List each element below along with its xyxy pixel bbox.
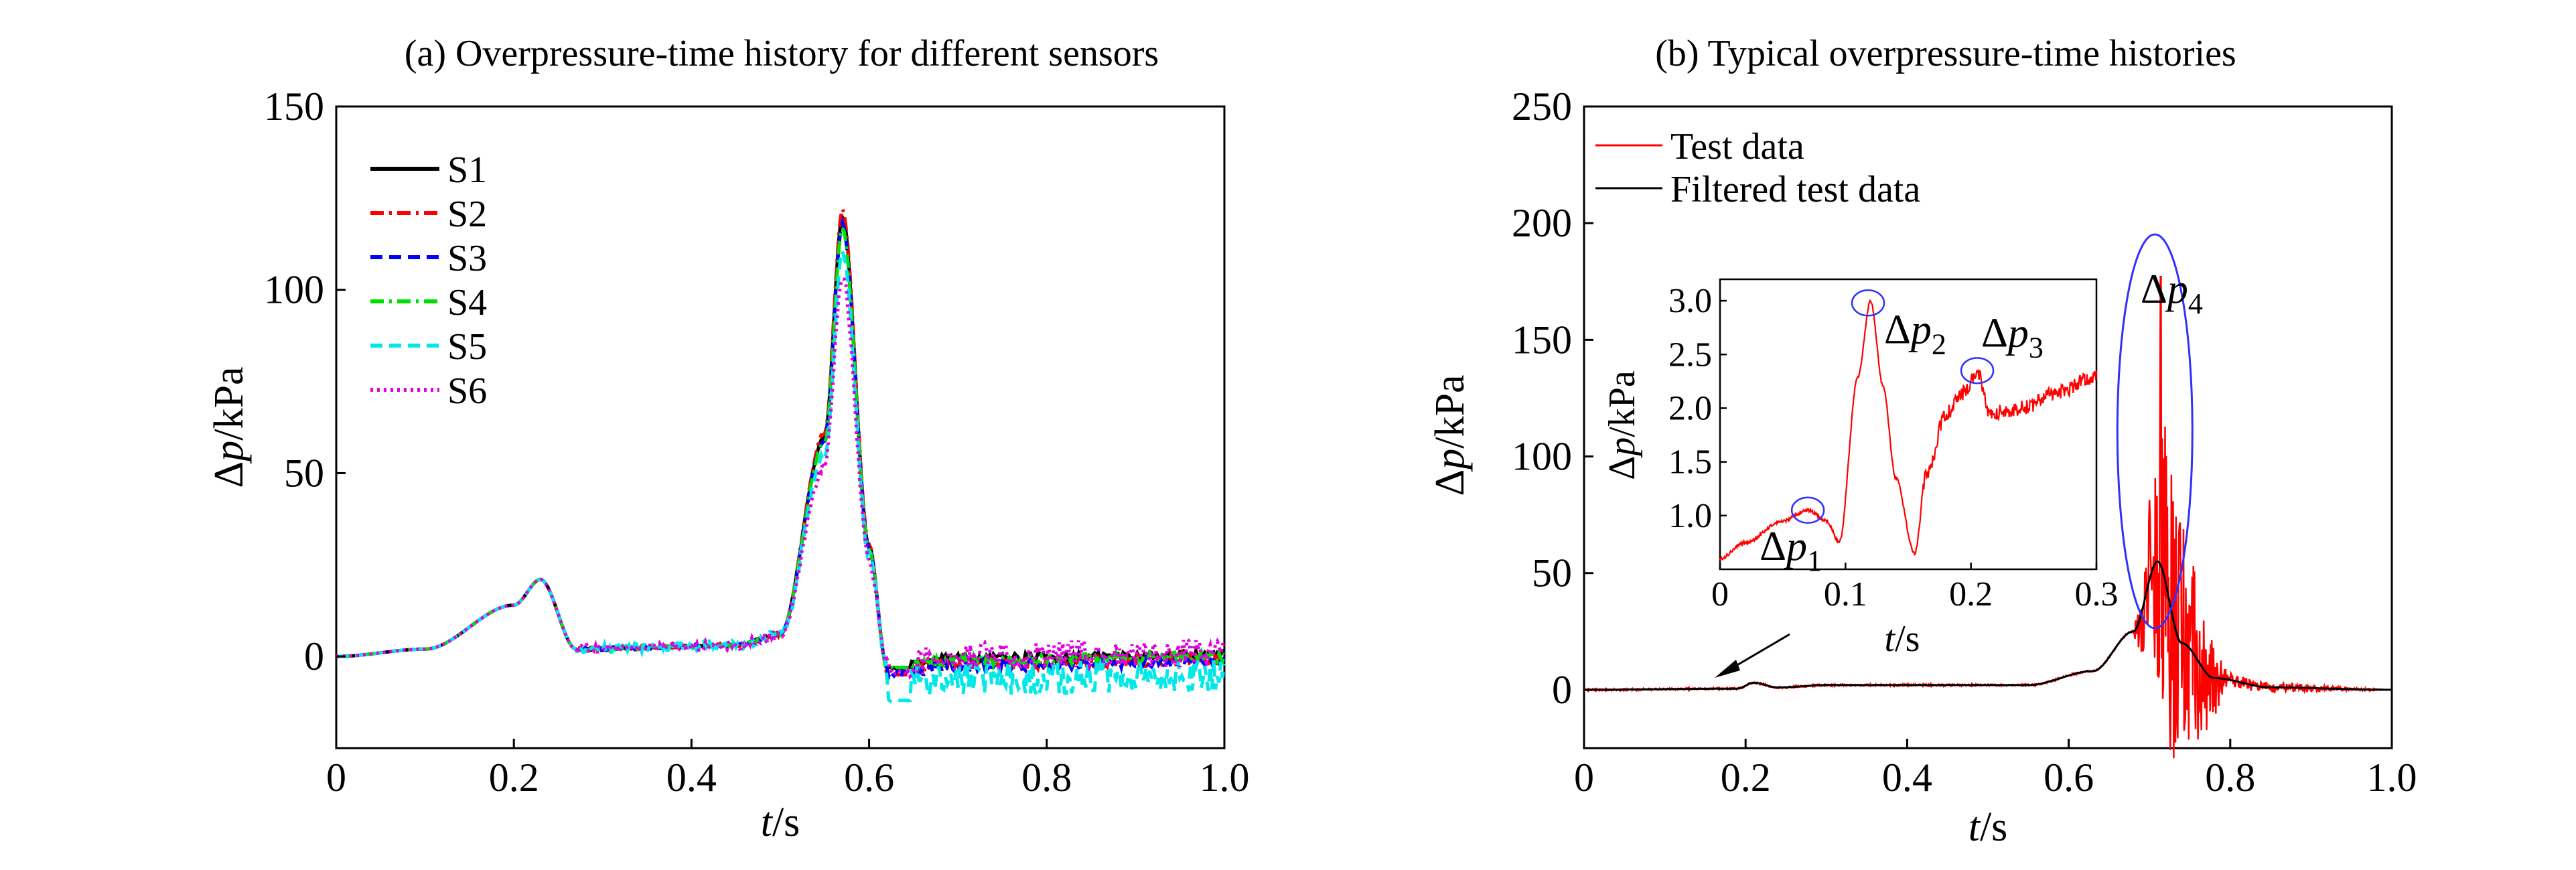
inset-series-line bbox=[1719, 299, 2098, 561]
inset-peak-circle-marker bbox=[1790, 496, 1825, 524]
inset-y-axis-label: Δp/kPa bbox=[1601, 370, 1643, 480]
inset-x-axis-label: t/s bbox=[1885, 618, 1920, 660]
x-tick-label: 0.6 bbox=[844, 755, 894, 800]
series-line-s5 bbox=[336, 245, 1226, 703]
x-tick-label: 0.4 bbox=[666, 755, 717, 800]
chart-a-y-ticks: 0 50 100 150 bbox=[264, 84, 346, 678]
chart-b-inset: 0 0.1 0.2 0.3 1.0 1.5 2.0 2.5 3.0 Δp1 Δp2 Δp3 t/s… bbox=[1601, 278, 2119, 660]
chart-a-x-ticks: 0 0.2 0.4 0.6 0.8 1.0 bbox=[326, 739, 1250, 800]
y-tick-label: 50 bbox=[1532, 551, 1572, 595]
y-tick-label: 0 bbox=[1552, 668, 1572, 712]
x-tick-label: 0 bbox=[326, 755, 346, 800]
chart-a-title: (a) Overpressure-time history for differ… bbox=[405, 33, 1159, 74]
legend-label: Test data bbox=[1670, 126, 1804, 167]
chart-a-y-axis-label: Δp/kPa bbox=[206, 366, 252, 488]
chart-b-y-axis-label: Δp/kPa bbox=[1427, 374, 1473, 496]
chart-a: (a) Overpressure-time history for differ… bbox=[206, 33, 1250, 845]
chart-b-x-ticks: 0 0.2 0.4 0.6 0.8 1.0 bbox=[1574, 739, 2417, 800]
inset-pointer-arrow-head bbox=[1715, 660, 1740, 678]
y-tick-label: 250 bbox=[1512, 84, 1572, 129]
chart-b-title: (b) Typical overpressure-time histories bbox=[1655, 33, 2236, 74]
legend-label: S4 bbox=[447, 282, 487, 323]
chart-b-y-ticks: 0 50 100 150 200 250 bbox=[1512, 84, 1593, 712]
chart-a-x-axis-label: t/s bbox=[761, 800, 800, 845]
x-tick-label: 0.8 bbox=[2205, 755, 2255, 800]
inset-series-group bbox=[1719, 299, 2098, 561]
x-tick-label: 1.0 bbox=[2367, 755, 2417, 800]
inset-peak-circle-marker bbox=[1851, 289, 1885, 317]
inset-peak-label: Δp3 bbox=[1981, 310, 2044, 364]
chart-a-series-group bbox=[336, 203, 1226, 703]
x-tick-label: 0.4 bbox=[1882, 755, 1932, 800]
x-tick-label: 0 bbox=[1574, 755, 1594, 800]
inset-y-tick-label: 2.0 bbox=[1668, 389, 1712, 427]
inset-x-tick-label: 0.3 bbox=[2075, 575, 2119, 613]
inset-y-tick-label: 1.5 bbox=[1668, 443, 1712, 482]
x-tick-label: 1.0 bbox=[1200, 755, 1250, 800]
inset-peak-label: Δp2 bbox=[1884, 307, 1946, 360]
x-tick-label: 0.6 bbox=[2044, 755, 2094, 800]
y-tick-label: 100 bbox=[1512, 435, 1572, 479]
legend-label: S2 bbox=[447, 194, 487, 235]
series-line-s4 bbox=[336, 223, 1226, 674]
y-tick-label: 150 bbox=[264, 84, 324, 129]
annotation-dp4: Δp4 bbox=[2141, 267, 2203, 320]
y-tick-label: 100 bbox=[264, 268, 324, 312]
chart-b-plot-frame bbox=[1583, 105, 2393, 749]
y-tick-label: 50 bbox=[284, 451, 324, 495]
inset-peak-label: Δp1 bbox=[1760, 524, 1822, 577]
peak-ellipse-marker bbox=[2116, 233, 2194, 630]
inset-y-tick-label: 2.5 bbox=[1668, 336, 1712, 374]
legend-label: Filtered test data bbox=[1670, 169, 1920, 210]
inset-x-tick-label: 0.1 bbox=[1824, 575, 1867, 613]
x-tick-label: 0.2 bbox=[489, 755, 539, 800]
inset-markers: Δp1 Δp2 Δp3 bbox=[1760, 289, 2044, 577]
x-tick-label: 0.8 bbox=[1021, 755, 1072, 800]
inset-x-tick-label: 0.2 bbox=[1949, 575, 1993, 613]
inset-y-tick-label: 3.0 bbox=[1668, 282, 1712, 320]
legend-label: S5 bbox=[447, 326, 487, 368]
chart-b: (b) Typical overpressure-time histories … bbox=[1427, 33, 2417, 850]
series-line-filtered-test-data bbox=[1584, 560, 2392, 691]
chart-b-series-group bbox=[1583, 276, 2392, 759]
inset-pointer-arrow-line bbox=[1727, 633, 1790, 672]
inset-peak-circle-marker bbox=[1960, 357, 1995, 384]
chart-a-plot-frame bbox=[335, 105, 1226, 749]
legend-label: S1 bbox=[447, 149, 487, 191]
inset-y-ticks: 1.0 1.5 2.0 2.5 3.0 bbox=[1668, 282, 1727, 535]
y-tick-label: 200 bbox=[1512, 201, 1572, 245]
legend-label: S6 bbox=[447, 370, 487, 412]
inset-x-tick-label: 0 bbox=[1711, 575, 1729, 613]
x-tick-label: 0.2 bbox=[1721, 755, 1771, 800]
inset-y-tick-label: 1.0 bbox=[1668, 497, 1712, 535]
y-tick-label: 0 bbox=[304, 634, 324, 678]
chart-b-annotations: Δp4 bbox=[1715, 233, 2203, 678]
inset-x-ticks: 0 0.1 0.2 0.3 bbox=[1711, 563, 2119, 613]
y-tick-label: 150 bbox=[1512, 317, 1572, 362]
chart-b-x-axis-label: t/s bbox=[1969, 804, 2008, 850]
legend-label: S3 bbox=[447, 238, 487, 279]
